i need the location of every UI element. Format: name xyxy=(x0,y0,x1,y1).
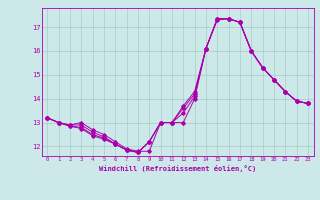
X-axis label: Windchill (Refroidissement éolien,°C): Windchill (Refroidissement éolien,°C) xyxy=(99,165,256,172)
